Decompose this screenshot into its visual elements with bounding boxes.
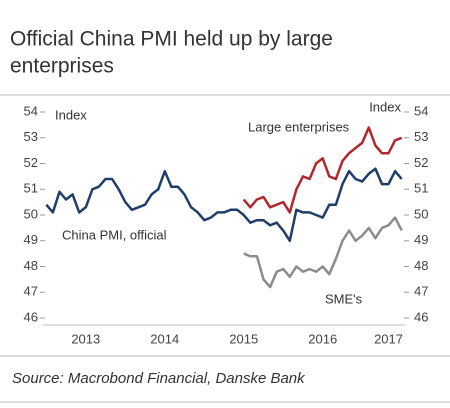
y-tick-label: 47: [24, 284, 38, 299]
y-tick-label: 51: [24, 181, 38, 196]
line-series: [45, 167, 403, 243]
y-tick-label: 46: [24, 309, 38, 324]
y-tick-label: 48: [24, 258, 38, 273]
x-tick-label: 2013: [71, 331, 100, 346]
source: Source: Macrobond Financial, Danske Bank: [12, 370, 306, 387]
line-series: [242, 126, 403, 214]
series-label: SME's: [325, 291, 363, 306]
y2-tick-label: 50: [414, 206, 428, 221]
x-tick-label: 2016: [308, 331, 337, 346]
y-tick-label: 53: [24, 129, 38, 144]
y-tick-label: 49: [24, 232, 38, 247]
chart-title: enterprises: [10, 55, 114, 78]
y2-tick-label: 53: [414, 129, 428, 144]
series-label: China PMI, official: [62, 227, 167, 242]
x-tick-label: 2015: [229, 331, 258, 346]
x-tick-label: 2017: [374, 331, 403, 346]
y2-tick-label: 52: [414, 155, 428, 170]
y-tick-label: 52: [24, 155, 38, 170]
y2-tick-label: 51: [414, 181, 428, 196]
chart-title: Official China PMI held up by large: [10, 28, 333, 51]
y2-tick-label: 47: [414, 284, 428, 299]
y-tick-label: 50: [24, 206, 38, 221]
y2-tick-label: 54: [414, 103, 428, 118]
y-axis-label: Index: [55, 107, 87, 122]
y2-tick-label: 48: [414, 258, 428, 273]
x-tick-label: 2014: [150, 331, 179, 346]
series-label: Large enterprises: [248, 119, 350, 134]
y2-tick-label: 49: [414, 232, 428, 247]
y-tick-label: 54: [24, 103, 38, 118]
line-series: [243, 216, 403, 289]
y2-tick-label: 46: [414, 309, 428, 324]
y-axis-label: Index: [369, 99, 401, 114]
